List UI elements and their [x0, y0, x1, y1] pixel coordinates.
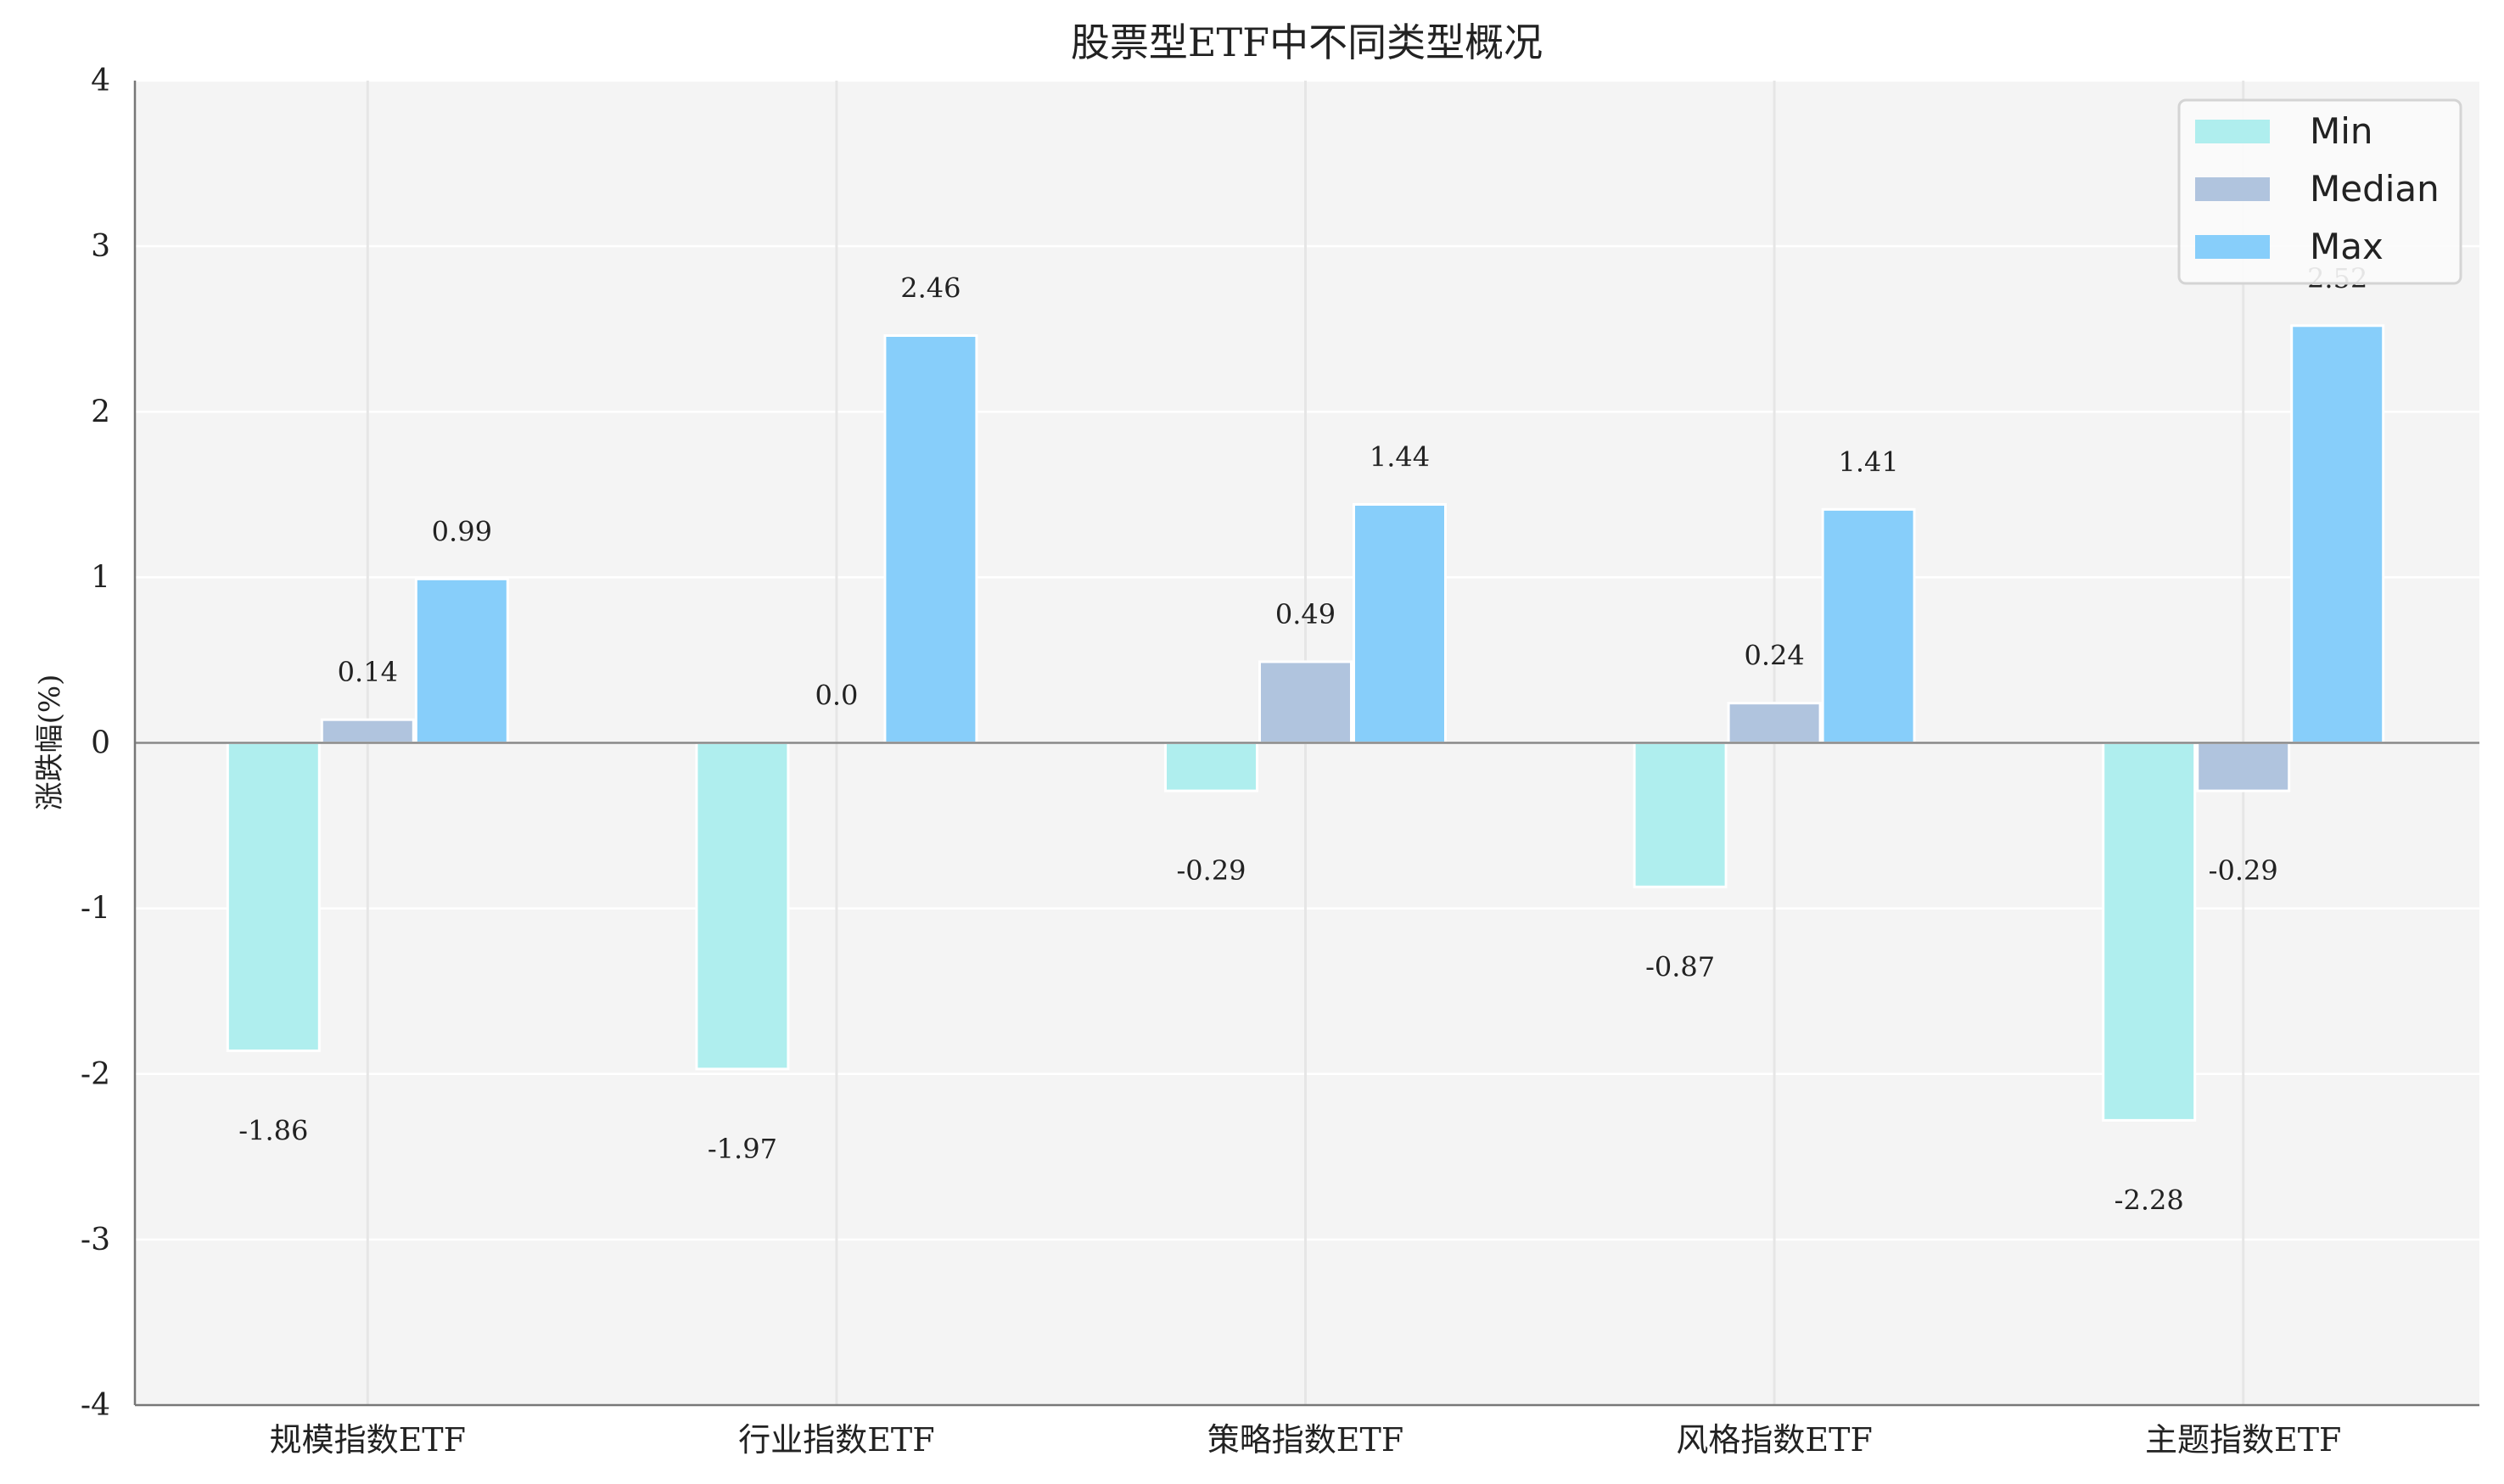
data-label: -0.29: [2209, 854, 2278, 887]
legend-label: Median: [2310, 168, 2440, 210]
x-tick-label: 规模指数ETF: [270, 1421, 466, 1459]
data-label: 0.14: [338, 656, 398, 688]
y-tick-label: -2: [81, 1057, 110, 1092]
data-label: -0.87: [1645, 950, 1715, 983]
bar-min: [695, 742, 790, 1071]
data-label: 0.99: [432, 515, 492, 547]
data-label: 0.24: [1744, 640, 1804, 672]
bars: [226, 324, 2385, 1122]
bar-max: [414, 577, 509, 744]
y-tick-label: 0: [91, 726, 110, 761]
data-labels: -1.86 -1.97 -0.29 -0.87 -2.28 0.14 0.0 0.49 0.24…: [238, 262, 2367, 1217]
y-tick-label: 3: [91, 229, 110, 264]
bar-max: [1353, 503, 1447, 745]
bar-median: [2196, 742, 2291, 792]
legend: Min Median Max: [2177, 98, 2462, 285]
chart-title: 股票型ETF中不同类型概况: [1071, 20, 1543, 65]
data-label: 1.41: [1838, 445, 1898, 478]
legend-swatch-max: [2195, 235, 2270, 259]
bar-median: [320, 718, 415, 744]
data-label: -1.86: [238, 1114, 308, 1146]
bar-max: [883, 333, 978, 744]
x-tick-label: 风格指数ETF: [1676, 1421, 1872, 1459]
y-tick-label: 4: [91, 64, 110, 98]
y-tick-label: -1: [81, 892, 110, 927]
y-tick-label: -3: [81, 1223, 110, 1257]
x-tick-label: 行业指数ETF: [738, 1421, 934, 1459]
legend-swatch-min: [2195, 120, 2270, 143]
y-tick-label: 1: [91, 560, 110, 595]
data-label: -0.29: [1176, 854, 1246, 887]
bar-max: [2290, 324, 2385, 744]
x-tick-label: 策略指数ETF: [1207, 1421, 1403, 1459]
bar-median: [1727, 702, 1822, 744]
data-label: 0.49: [1275, 598, 1336, 630]
bar-min: [1633, 742, 1728, 888]
y-axis-label: 涨跌幅(%): [33, 675, 67, 811]
x-tick-label: 主题指数ETF: [2145, 1421, 2341, 1459]
bar-median: [1258, 660, 1353, 744]
legend-label: Min: [2310, 110, 2373, 152]
bar-min: [226, 742, 321, 1052]
y-ticks: -4 -3 -2 -1 0 1 2 3 4: [81, 64, 110, 1423]
data-label: 2.46: [900, 272, 961, 304]
y-tick-label: 2: [91, 395, 110, 429]
legend-label: Max: [2310, 226, 2384, 267]
data-label: -1.97: [708, 1133, 777, 1165]
y-tick-label: -4: [81, 1388, 110, 1423]
data-label: -2.28: [2115, 1184, 2184, 1216]
bar-max: [1821, 507, 1916, 745]
bar-min: [2102, 742, 2197, 1122]
data-label: 0.0: [815, 680, 858, 712]
data-label: 1.44: [1370, 441, 1430, 473]
x-ticks: 规模指数ETF 行业指数ETF 策略指数ETF 风格指数ETF 主题指数ETF: [270, 1421, 2342, 1459]
legend-swatch-median: [2195, 177, 2270, 201]
bar-min: [1164, 742, 1258, 792]
